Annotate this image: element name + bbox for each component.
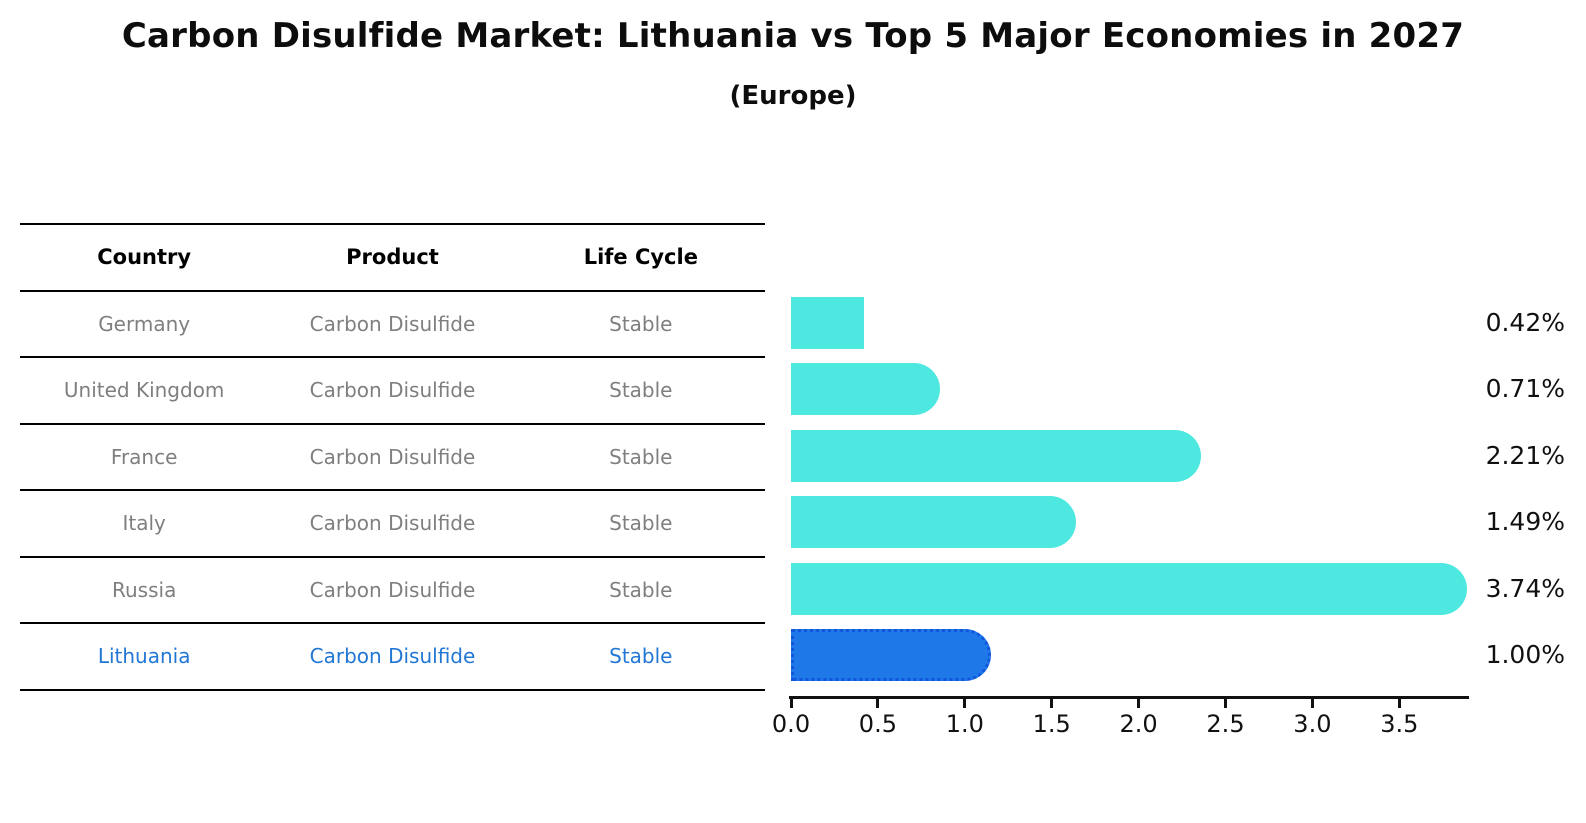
table-row: France Carbon Disulfide Stable [20,422,765,490]
header-cell-product: Product [346,245,439,270]
header-cell-life-cycle: Life Cycle [583,245,698,270]
x-axis-tick [789,699,793,708]
x-axis-tick [1310,699,1314,708]
x-axis-tick [1137,699,1141,708]
x-axis-tick [963,699,967,708]
x-axis-tick-label: 2.5 [1206,710,1245,738]
page-subtitle: (Europe) [729,81,857,111]
cell-product: Carbon Disulfide [309,378,476,403]
cell-product: Carbon Disulfide [309,511,476,536]
table-row: United Kingdom Carbon Disulfide Stable [20,356,765,423]
x-axis-tick-label: 0.0 [771,710,811,738]
table-body: Germany Carbon Disulfide Stable United King… [20,289,765,689]
cell-life-cycle: Stable [609,511,673,536]
cell-life-cycle: Stable [609,644,673,669]
table-row: Lithuania Carbon Disulfide Stable [20,622,765,689]
value-label: 1.49% [1485,507,1565,537]
chart-bar-france [791,429,1202,482]
cell-product: Carbon Disulfide [309,577,476,602]
page-title: Carbon Disulfide Market: Lithuania vs To… [121,16,1465,56]
chart-bar-russia [791,562,1467,615]
value-label: 3.74% [1485,573,1565,603]
cell-life-cycle: Stable [609,577,673,602]
x-axis-line [789,696,1469,699]
x-axis-tick [876,699,880,708]
cell-product: Carbon Disulfide [309,644,476,669]
x-axis-tick-label: 1.5 [1032,710,1071,738]
cell-country: United Kingdom [63,378,225,403]
cell-country: Russia [112,577,177,602]
cell-country: Italy [122,511,166,536]
cell-country: Germany [98,311,191,336]
header-cell-country: Country [97,245,192,270]
table-row: Russia Carbon Disulfide Stable [20,555,765,623]
x-axis-tick-label: 0.5 [858,710,897,738]
table-header-row: Country Product Life Cycle [20,223,765,290]
x-axis-tick-label: 1.0 [945,710,984,738]
table-row: Germany Carbon Disulfide Stable [20,289,765,357]
x-axis-tick [1050,699,1054,708]
table-row: Italy Carbon Disulfide Stable [20,489,765,556]
cell-life-cycle: Stable [609,444,673,469]
chart-bar-germany [791,296,864,349]
value-label: 0.42% [1485,307,1565,337]
cell-life-cycle: Stable [609,378,673,403]
x-axis-tick-label: 2.0 [1119,710,1158,738]
chart-bar-italy [791,496,1076,549]
cell-life-cycle: Stable [609,311,673,336]
cell-product: Carbon Disulfide [309,444,476,469]
value-label: 1.00% [1485,640,1565,670]
value-label: 2.21% [1485,440,1565,470]
chart-bar-lithuania [791,629,991,682]
cell-country: France [110,444,178,469]
value-label: 0.71% [1485,374,1565,404]
chart-bar-united-kingdom [791,363,941,416]
x-axis-tick-label: 3.5 [1380,710,1419,738]
data-table: Country Product Life Cycle Germany Carbon… [20,223,765,691]
cell-product: Carbon Disulfide [309,311,476,336]
x-axis-tick-label: 3.0 [1293,710,1332,738]
x-axis-tick [1224,699,1227,708]
cell-country: Lithuania [97,644,191,669]
x-axis-tick [1397,699,1401,708]
